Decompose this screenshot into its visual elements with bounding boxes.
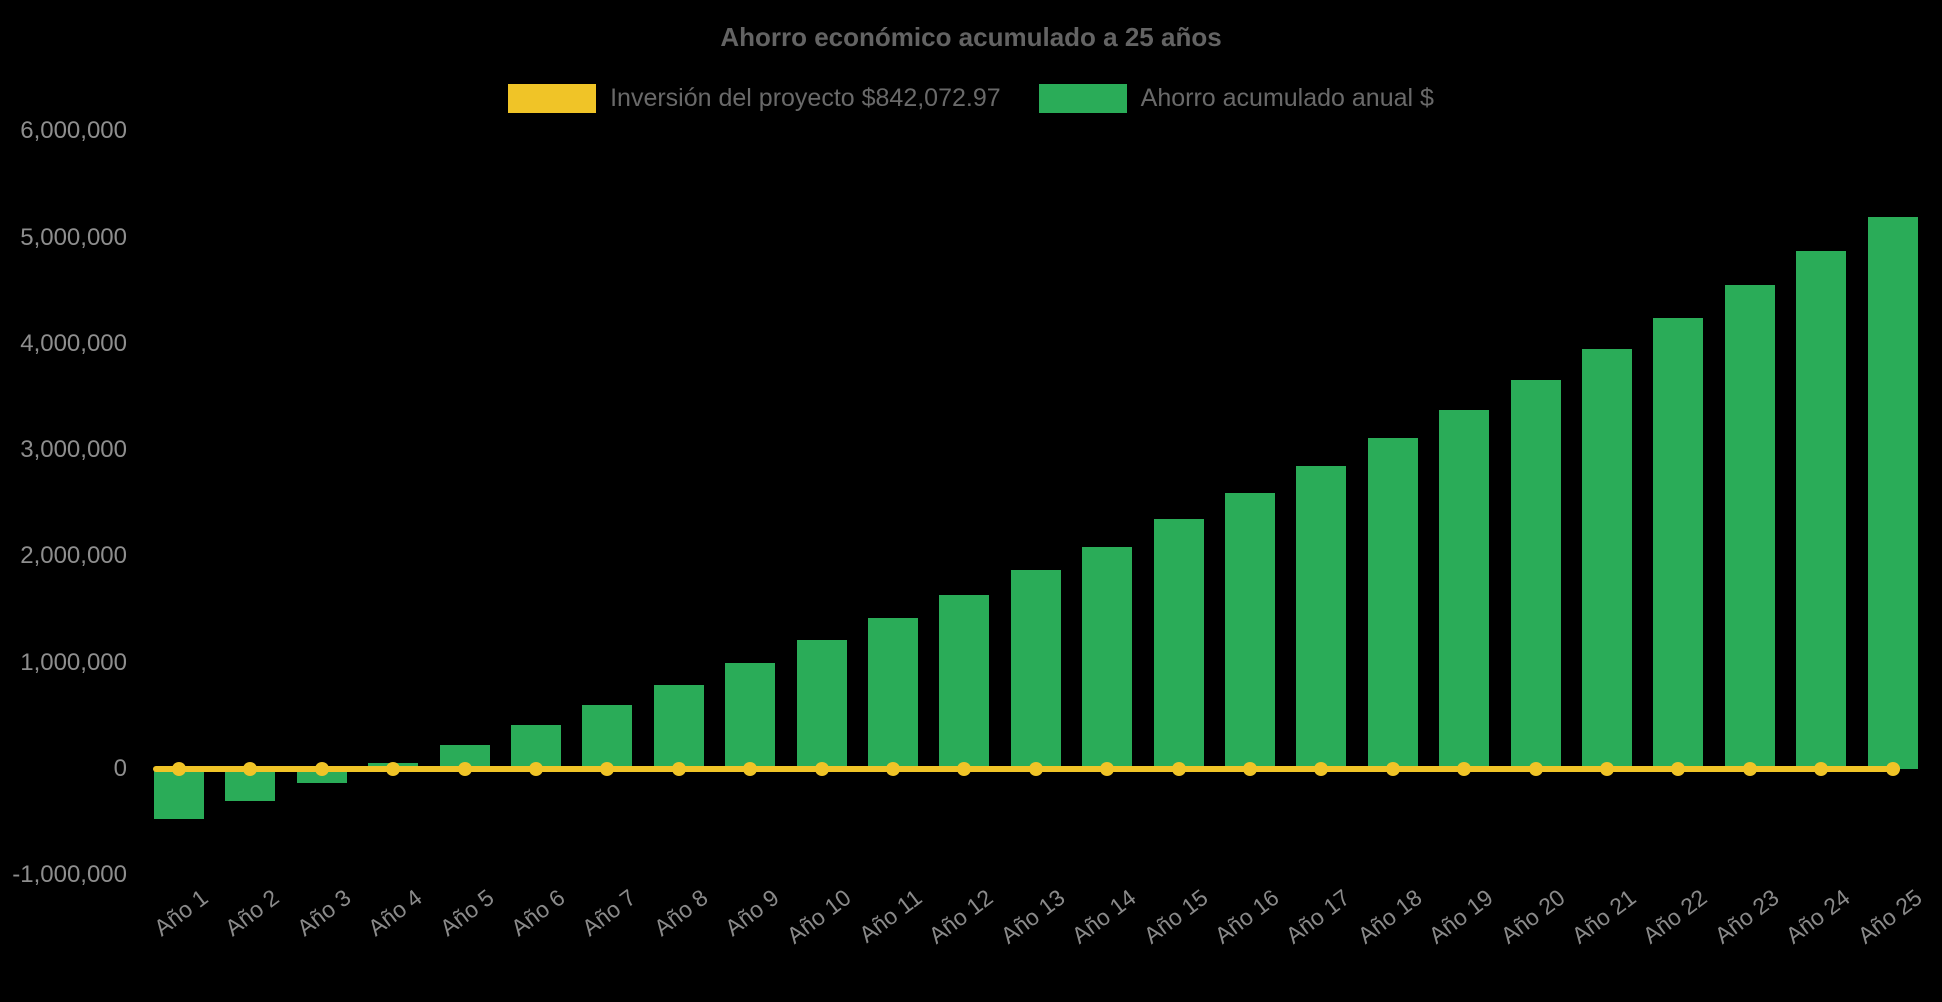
bar-ahorro-acumulado[interactable] — [725, 662, 776, 769]
investment-line-point[interactable] — [1314, 762, 1329, 776]
investment-line-point[interactable] — [1600, 762, 1614, 776]
investment-line-point[interactable] — [814, 762, 829, 776]
bar-ahorro-acumulado[interactable] — [1724, 285, 1775, 769]
bar-ahorro-acumulado[interactable] — [1367, 438, 1418, 769]
legend: Inversión del proyecto $842,072.97 Ahorr… — [0, 84, 1942, 113]
y-tick-label: 5,000,000 — [20, 223, 127, 251]
y-tick-label: 0 — [113, 755, 127, 782]
y-tick-label: 2,000,000 — [20, 542, 127, 570]
bar-ahorro-acumulado[interactable] — [154, 769, 204, 819]
investment-line-point[interactable] — [1671, 762, 1686, 776]
bar-ahorro-acumulado[interactable] — [1296, 466, 1347, 769]
investment-line-point[interactable] — [529, 762, 543, 776]
bar-ahorro-acumulado[interactable] — [1439, 409, 1490, 769]
investment-line-point[interactable] — [1243, 762, 1257, 776]
bar-ahorro-acumulado[interactable] — [868, 618, 918, 769]
bar-ahorro-acumulado[interactable] — [1796, 251, 1847, 769]
legend-item-investment[interactable]: Inversión del proyecto $842,072.97 — [508, 84, 1001, 113]
investment-line-point[interactable] — [314, 762, 329, 776]
bar-ahorro-acumulado[interactable] — [1867, 217, 1918, 769]
investment-line-point[interactable] — [1028, 762, 1043, 776]
investment-line-point[interactable] — [457, 762, 472, 776]
bar-ahorro-acumulado[interactable] — [582, 705, 633, 769]
investment-line-point[interactable] — [1528, 762, 1543, 776]
investment-line-point[interactable] — [600, 762, 615, 776]
bar-ahorro-acumulado[interactable] — [1082, 546, 1133, 769]
investment-line-point[interactable] — [1885, 762, 1900, 776]
investment-line-point[interactable] — [1171, 762, 1186, 776]
investment-line-point[interactable] — [172, 762, 186, 776]
bar-ahorro-acumulado[interactable] — [511, 725, 561, 769]
chart-title: Ahorro económico acumulado a 25 años — [720, 22, 1222, 52]
investment-line-point[interactable] — [243, 762, 258, 776]
legend-swatch-investment-icon — [508, 84, 597, 113]
investment-line-point[interactable] — [1814, 762, 1829, 776]
legend-label-investment: Inversión del proyecto $842,072.97 — [610, 84, 1001, 112]
y-tick-label: 6,000,000 — [20, 117, 127, 145]
investment-line-point[interactable] — [1385, 762, 1400, 776]
bar-ahorro-acumulado[interactable] — [653, 685, 704, 769]
bar-ahorro-acumulado[interactable] — [1653, 318, 1704, 769]
investment-line-point[interactable] — [1457, 762, 1472, 776]
y-tick-label: 1,000,000 — [20, 648, 127, 676]
investment-line-point[interactable] — [957, 762, 972, 776]
legend-item-savings[interactable]: Ahorro acumulado anual $ — [1038, 84, 1434, 113]
bar-ahorro-acumulado[interactable] — [1225, 492, 1275, 769]
bar-ahorro-acumulado[interactable] — [1153, 519, 1204, 769]
bar-ahorro-acumulado[interactable] — [1010, 570, 1061, 769]
investment-line-point[interactable] — [671, 762, 686, 776]
investment-line-point[interactable] — [1742, 762, 1757, 776]
y-tick-label: -1,000,000 — [12, 861, 127, 889]
investment-line-point[interactable] — [1100, 762, 1115, 776]
legend-swatch-savings-icon — [1038, 84, 1127, 113]
bar-ahorro-acumulado[interactable] — [1582, 349, 1632, 769]
investment-line-point[interactable] — [743, 762, 758, 776]
investment-line-point[interactable] — [386, 762, 401, 776]
bar-ahorro-acumulado[interactable] — [796, 640, 847, 769]
bar-ahorro-acumulado[interactable] — [1510, 379, 1561, 769]
y-tick-label: 3,000,000 — [20, 436, 127, 464]
chart: Ahorro económico acumulado a 25 años Inv… — [0, 22, 1942, 949]
legend-label-savings: Ahorro acumulado anual $ — [1140, 84, 1434, 112]
bar-ahorro-acumulado[interactable] — [939, 594, 990, 769]
investment-line[interactable] — [153, 766, 1900, 772]
investment-line-point[interactable] — [886, 762, 900, 776]
y-tick-label: 4,000,000 — [20, 329, 127, 357]
